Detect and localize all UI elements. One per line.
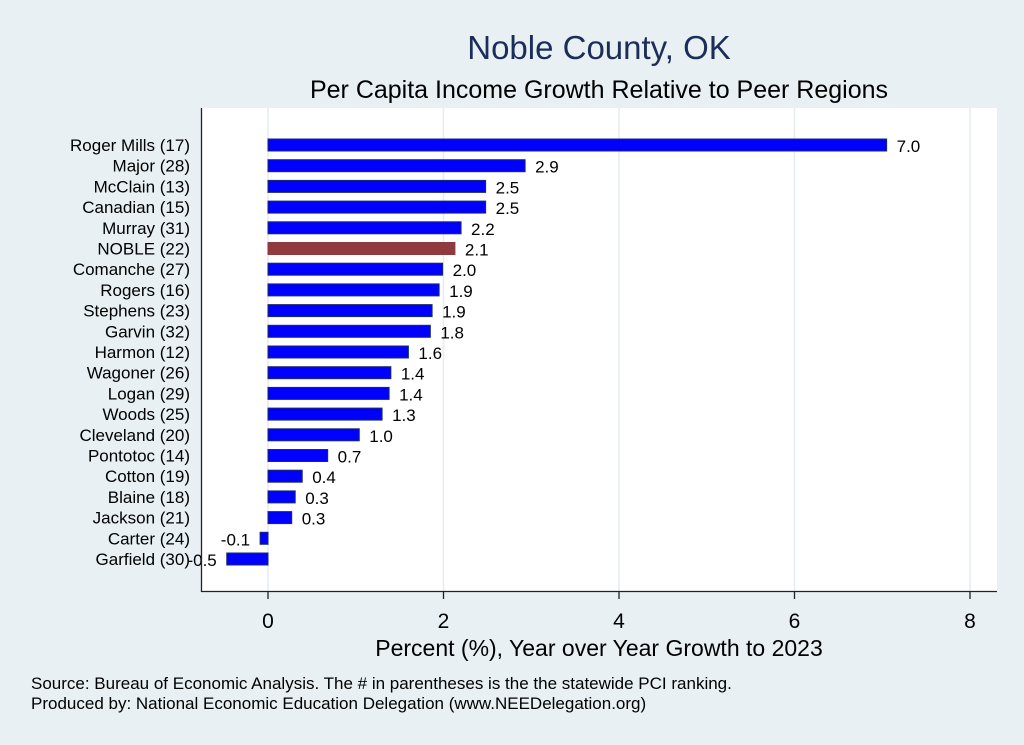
category-label: Murray (31) <box>102 219 190 238</box>
category-label: Wagoner (26) <box>87 364 190 383</box>
bar <box>226 552 269 566</box>
value-label: 1.6 <box>418 344 442 363</box>
value-label: 1.4 <box>401 365 425 384</box>
x-tick-label: 2 <box>438 610 450 633</box>
bar <box>267 200 487 214</box>
bar <box>267 283 440 297</box>
bar <box>267 345 409 359</box>
value-label: 2.5 <box>496 199 520 218</box>
category-label: Garfield (30) <box>96 550 190 569</box>
value-label: 1.9 <box>449 282 473 301</box>
category-label: Cotton (19) <box>105 467 190 486</box>
bar <box>259 531 269 545</box>
bar <box>267 138 888 152</box>
x-tick-label: 0 <box>262 610 274 633</box>
category-label: NOBLE (22) <box>97 240 190 259</box>
bars <box>226 138 888 566</box>
category-label: Blaine (18) <box>108 488 190 507</box>
value-label: 0.7 <box>338 448 362 467</box>
bar <box>267 221 462 235</box>
bar <box>267 428 360 442</box>
bar <box>267 366 392 380</box>
bar <box>267 469 303 483</box>
chart-subtitle: Per Capita Income Growth Relative to Pee… <box>310 76 888 104</box>
bar <box>267 449 329 462</box>
category-label: Woods (25) <box>102 405 190 424</box>
value-label: 1.3 <box>392 406 416 425</box>
value-label: 1.4 <box>399 385 423 404</box>
value-label: 2.2 <box>471 220 495 239</box>
category-label: Rogers (16) <box>100 281 190 300</box>
category-label: Comanche (27) <box>73 260 190 279</box>
category-label: McClain (13) <box>94 177 190 196</box>
category-label: Logan (29) <box>108 384 190 403</box>
value-label: 1.0 <box>369 427 393 446</box>
x-tick-label: 4 <box>613 610 625 633</box>
value-label: 7.0 <box>897 137 921 156</box>
category-label: Carter (24) <box>108 529 190 548</box>
value-label: 2.1 <box>465 241 489 260</box>
category-label: Garvin (32) <box>105 322 190 341</box>
bar <box>267 407 383 421</box>
x-axis-title: Percent (%), Year over Year Growth to 20… <box>375 635 823 661</box>
category-label: Harmon (12) <box>95 343 190 362</box>
value-label: 0.3 <box>302 510 326 529</box>
value-label: 2.5 <box>496 178 520 197</box>
bar-highlight <box>267 242 456 255</box>
bar <box>267 490 296 504</box>
category-label: Canadian (15) <box>82 198 190 217</box>
category-label: Roger Mills (17) <box>70 136 190 155</box>
bar <box>267 386 390 400</box>
bar <box>267 511 293 525</box>
bar <box>267 324 431 338</box>
value-label: 1.9 <box>442 303 466 322</box>
producer-note: Produced by: National Economic Education… <box>31 694 646 713</box>
category-label: Stephens (23) <box>83 302 190 321</box>
category-labels: Roger Mills (17) Major (28)McClain (13) Ca… <box>70 136 190 569</box>
bar <box>267 262 444 276</box>
value-label: 1.8 <box>440 323 464 342</box>
x-axis-ticks: 0 2 4 6 8 <box>262 591 976 633</box>
category-label: Cleveland (20) <box>79 426 190 445</box>
value-label: 2.0 <box>453 261 477 280</box>
value-label: 0.3 <box>305 489 329 508</box>
value-label: 0.4 <box>312 468 336 487</box>
source-note: Source: Bureau of Economic Analysis. The… <box>31 674 732 693</box>
category-label: Pontotoc (14) <box>88 447 190 466</box>
bar <box>267 304 433 318</box>
bar <box>267 179 487 193</box>
bar <box>267 159 526 173</box>
category-label: Major (28) <box>113 157 190 176</box>
value-label: 2.9 <box>535 158 559 177</box>
x-tick-label: 6 <box>789 610 801 633</box>
chart-title: Noble County, OK <box>467 29 731 66</box>
category-label: Jackson (21) <box>93 509 190 528</box>
x-tick-label: 8 <box>964 610 976 633</box>
value-label: -0.1 <box>221 530 250 549</box>
